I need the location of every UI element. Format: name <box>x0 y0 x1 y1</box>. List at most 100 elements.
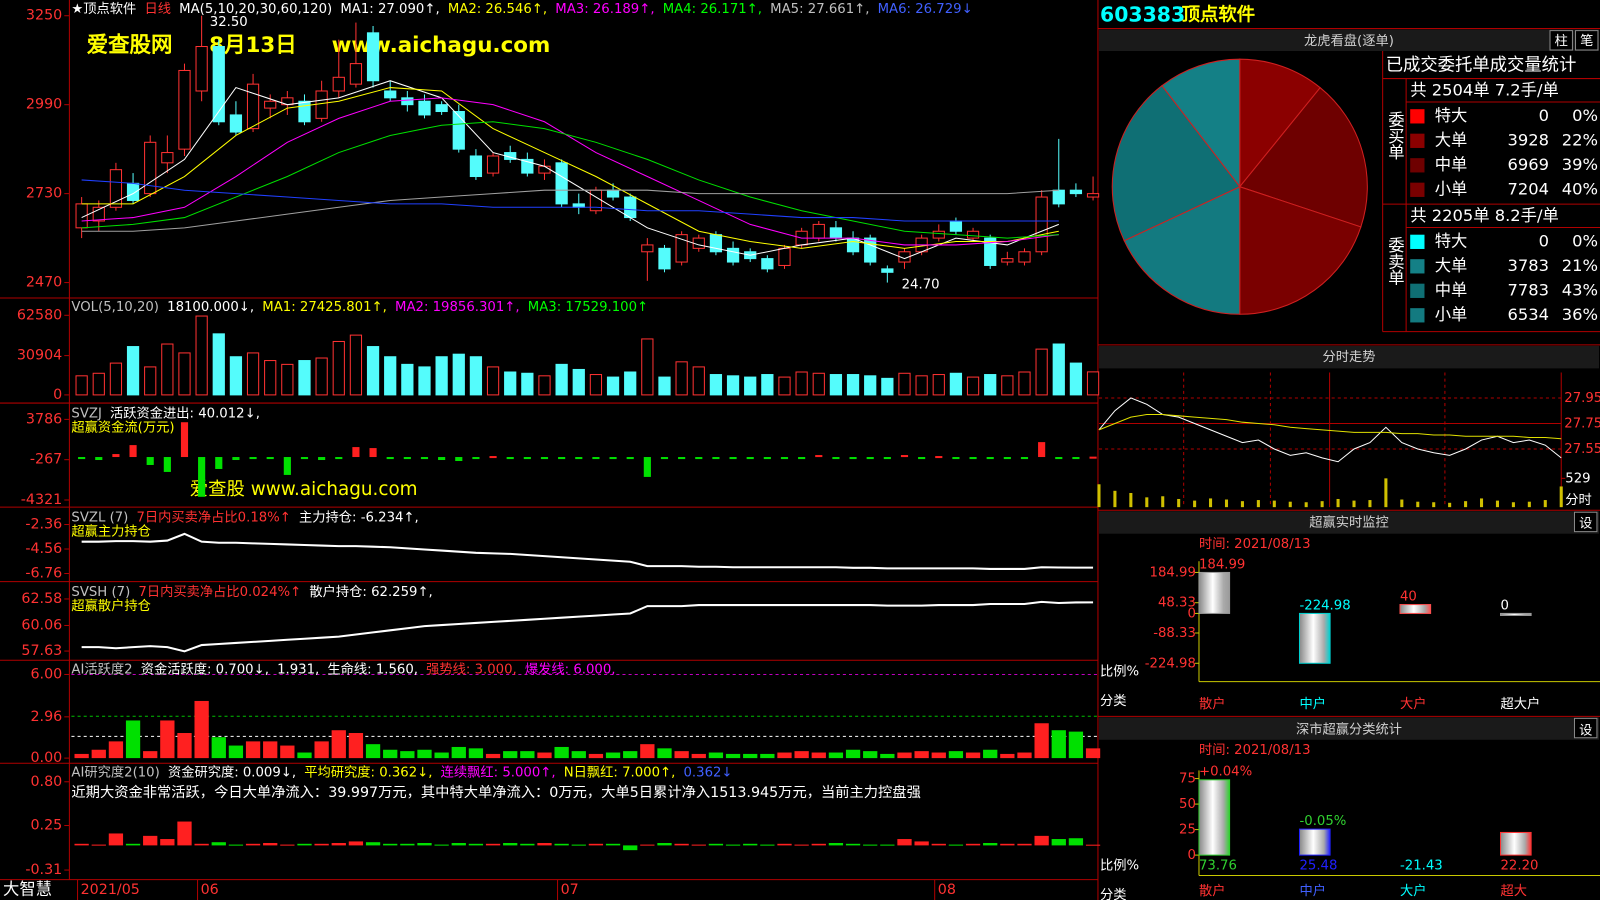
flow-bar <box>180 422 189 458</box>
y-tick-label: 60.06 <box>21 617 62 633</box>
flow-bar <box>746 457 754 460</box>
ai-bar <box>674 843 689 846</box>
ai-bar <box>365 744 381 759</box>
volume-bar <box>92 372 105 396</box>
y-tick-label: -2.36 <box>25 517 62 533</box>
header-item: 0.362↓ <box>684 765 733 780</box>
button-label[interactable]: 笔 <box>1580 33 1593 49</box>
button-label[interactable]: 设 <box>1579 515 1592 531</box>
candle-body <box>932 230 945 239</box>
y-tick-label: 529 <box>1565 471 1590 486</box>
y-tick-label: 2.96 <box>30 709 62 725</box>
header-item: MA3: 17529.100↑ <box>528 300 648 315</box>
header-item: 生命线: 1.560, <box>327 660 418 677</box>
brand: 大智慧 <box>3 879 52 898</box>
panel-title: 深市超赢分类统计 <box>1296 721 1402 738</box>
row-pct: 39% <box>1562 155 1598 174</box>
ai-bar <box>365 842 381 846</box>
ai-bar <box>314 843 329 846</box>
ai-bar <box>280 745 295 759</box>
flow-bar <box>1055 457 1063 460</box>
candle-body <box>229 114 243 133</box>
pie-slice <box>1238 86 1368 228</box>
candle-body <box>521 158 534 174</box>
panel-header: VOL(5,10,20) 18100.000↓, MA1: 27425.801↑, M… <box>71 300 648 315</box>
candle-body <box>144 141 157 195</box>
ai-bar <box>948 844 964 846</box>
swatch <box>1410 234 1425 249</box>
y-tick-label: -88.33 <box>1153 626 1196 641</box>
ai-bar <box>640 844 655 846</box>
panel-note: 近期大资金非常活跃，今日大单净流入：39.997万元，其中特大单净流入：0万元，… <box>71 783 920 801</box>
pie-slice <box>1239 186 1362 315</box>
flow-bar <box>283 457 291 475</box>
row-value: 3783 <box>1507 256 1549 275</box>
volume-bar <box>949 372 963 396</box>
volume-bar <box>624 371 637 396</box>
high-label: 32.50 <box>210 15 248 30</box>
button-label[interactable]: 柱 <box>1555 33 1568 49</box>
candle-body <box>109 169 123 208</box>
stock-code: 603383 <box>1100 2 1185 26</box>
y-tick-label: 0 <box>1187 606 1195 621</box>
volume-bar <box>469 356 483 396</box>
bar <box>1500 831 1532 856</box>
header-item: 18100.000↓, <box>167 300 254 315</box>
ai-bar <box>520 751 535 759</box>
ai-bar <box>194 843 209 846</box>
ai-bar <box>520 843 535 846</box>
y-tick-label: 0.00 <box>30 750 62 766</box>
intraday-volume <box>1495 500 1499 508</box>
ai-bar <box>914 751 929 759</box>
candle-body <box>1052 189 1065 205</box>
category-label: 中户 <box>1299 882 1326 899</box>
ai-bar <box>605 843 621 846</box>
candle-body <box>384 90 397 99</box>
ai-bar <box>297 752 312 759</box>
header-item: MA1: 27.090↑, <box>340 2 439 17</box>
ai-bar <box>725 753 741 759</box>
volume-bar <box>589 374 603 396</box>
row-value: 7783 <box>1507 280 1549 299</box>
y-tick-label: -4.56 <box>25 541 62 557</box>
intraday-volume <box>1559 486 1563 508</box>
ai-bar <box>863 751 878 759</box>
candle-body <box>195 46 208 92</box>
pie-slice <box>1161 58 1241 189</box>
ai-bar <box>760 844 775 846</box>
candle-body <box>572 203 585 208</box>
ai-bar <box>263 741 278 759</box>
candle-body <box>486 155 500 174</box>
volume-bar <box>864 375 877 396</box>
candle-body <box>212 46 225 123</box>
table-title: 已成交委托单成交量统计 <box>1386 55 1577 75</box>
candle-body <box>246 83 260 130</box>
volume-bar <box>675 361 688 396</box>
ai-bar <box>1085 844 1101 846</box>
intraday-line <box>1098 397 1562 463</box>
header-item: MA4: 26.171↑, <box>663 2 762 17</box>
y-tick-label: 27.75 <box>1564 416 1600 431</box>
flow-bar <box>540 457 549 460</box>
ai-bar <box>794 844 809 846</box>
button-label[interactable]: 设 <box>1579 723 1592 739</box>
row-name: 中单 <box>1435 280 1468 299</box>
intraday-volume <box>1400 499 1404 508</box>
ma-line <box>81 87 1059 249</box>
candle-body <box>264 100 277 109</box>
header-item: 7日内买卖净占比0.18%↑ <box>137 509 291 525</box>
ma-line <box>81 97 1059 246</box>
ai-bar <box>451 746 466 759</box>
volume-bar <box>178 352 191 396</box>
candle-body <box>555 162 568 205</box>
volume-bar <box>144 366 157 396</box>
ai-bar <box>1051 730 1066 759</box>
ai-bar <box>348 841 364 846</box>
candle-body <box>624 196 637 219</box>
ai-bar <box>1017 843 1032 846</box>
intraday-volume <box>1543 500 1547 508</box>
panel-subtitle: 超赢主力持仓 <box>71 523 151 540</box>
candle-body <box>726 247 740 263</box>
candle-body <box>126 182 140 201</box>
volume-bar <box>641 338 654 396</box>
